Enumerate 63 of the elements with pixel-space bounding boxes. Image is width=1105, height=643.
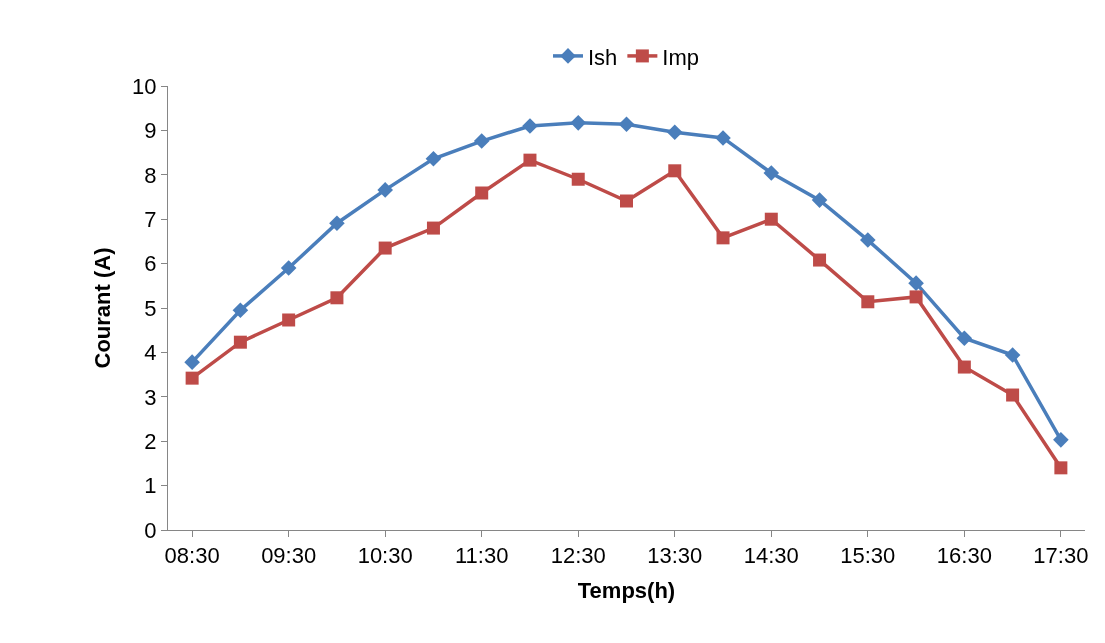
y-tick-label: 3	[144, 384, 157, 410]
point	[666, 124, 683, 140]
point	[185, 371, 199, 385]
x-tick-label: 08:30	[164, 543, 220, 569]
point	[813, 253, 827, 267]
point	[908, 275, 924, 291]
point	[620, 194, 633, 208]
point	[425, 151, 442, 167]
point	[1004, 347, 1021, 363]
point	[1053, 432, 1069, 448]
y-tick-label: 1	[144, 473, 157, 499]
point	[861, 295, 875, 309]
point	[523, 153, 537, 167]
point	[763, 165, 780, 181]
y-tick-label: 2	[144, 428, 157, 454]
y-axis-title: Courant (A)	[89, 247, 115, 369]
point	[233, 335, 247, 349]
x-tick-label: 15:30	[840, 543, 896, 569]
y-tick-label: 5	[144, 295, 157, 321]
point	[571, 172, 585, 186]
x-tick-label: 11:30	[455, 543, 509, 569]
point	[668, 164, 682, 178]
x-tick-label: 09:30	[261, 543, 317, 569]
x-tick-label: 12:30	[550, 543, 606, 569]
point	[909, 290, 923, 304]
x-axis-title: Temps(h)	[577, 578, 676, 604]
point	[378, 241, 392, 255]
y-tick-label: 0	[144, 517, 157, 543]
point	[330, 291, 344, 305]
y-tick-label: 9	[144, 118, 157, 144]
point	[475, 186, 489, 200]
point	[522, 118, 538, 134]
point	[860, 232, 876, 248]
y-tick-label: 8	[144, 162, 157, 188]
point	[811, 192, 828, 208]
point	[426, 221, 440, 235]
point	[957, 360, 971, 374]
point	[473, 133, 490, 149]
point	[1054, 461, 1068, 475]
point	[329, 215, 345, 231]
point	[232, 302, 249, 319]
point	[184, 354, 200, 370]
point	[764, 212, 778, 226]
x-tick-label: 10:30	[357, 543, 413, 569]
legend-label: Imp	[662, 44, 700, 70]
x-tick-label: 17:30	[1033, 543, 1089, 569]
point	[280, 260, 297, 276]
y-tick-label: 10	[132, 73, 157, 99]
point	[570, 115, 587, 131]
x-tick-label: 16:30	[936, 543, 992, 569]
point	[716, 231, 730, 245]
point	[956, 330, 973, 346]
point	[715, 130, 731, 146]
point	[618, 116, 635, 132]
point	[282, 313, 296, 327]
x-tick-label: 14:30	[743, 543, 799, 569]
y-tick-label: 4	[144, 340, 157, 366]
x-tick-label: 13:30	[647, 543, 703, 569]
point	[1006, 388, 1020, 402]
point	[377, 182, 393, 198]
y-tick-label: 7	[144, 206, 157, 232]
legend-label: Ish	[588, 44, 618, 70]
y-tick-label: 6	[144, 251, 157, 277]
